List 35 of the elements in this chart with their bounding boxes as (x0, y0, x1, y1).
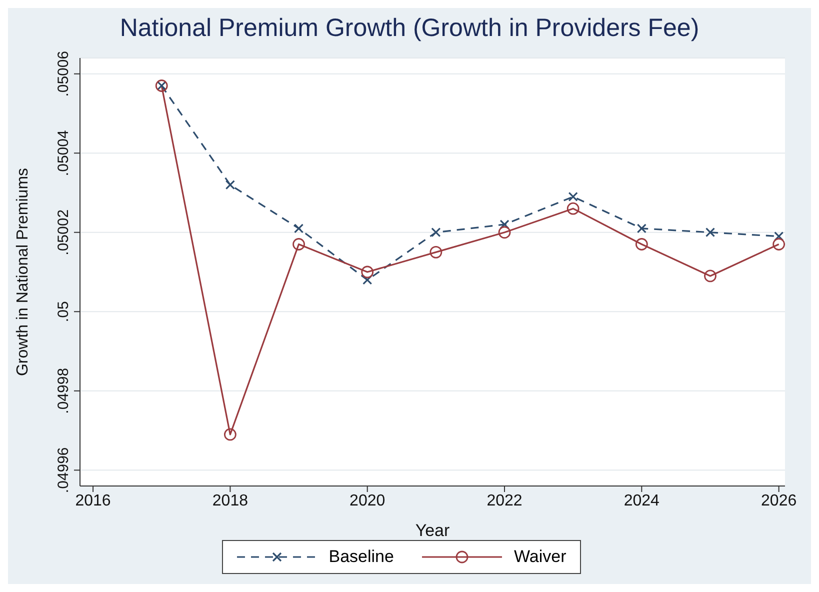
point (498, 226, 511, 239)
point (568, 192, 578, 202)
y-tick-label: .05004 (55, 130, 72, 176)
y-tick-label: .04996 (55, 447, 72, 494)
point (224, 428, 236, 441)
point (362, 275, 372, 285)
point (225, 180, 235, 190)
point (774, 232, 784, 242)
point (705, 228, 716, 238)
point (430, 246, 442, 258)
x-tick-label: 2026 (761, 492, 797, 510)
x-tick-label: 2022 (486, 492, 522, 510)
point (431, 228, 441, 238)
x-tick-label: 2020 (350, 492, 386, 510)
x-tick-label: 2018 (212, 492, 248, 510)
y-tick-label: .05 (55, 301, 72, 322)
point (500, 220, 510, 230)
x-axis-title: Year (415, 521, 450, 540)
point (704, 270, 716, 282)
x-tick-label: 2024 (624, 492, 660, 510)
point (635, 238, 648, 250)
y-tick-label: .05002 (55, 209, 72, 256)
point (566, 202, 580, 215)
legend-label: Waiver (514, 547, 566, 567)
y-tick-label: .05006 (55, 50, 72, 97)
point (294, 224, 304, 234)
point (361, 266, 374, 278)
chart-title: National Premium Growth (Growth in Providers Fee) (118, 13, 700, 42)
x-tick-label: 2016 (75, 492, 111, 510)
y-tick-label: .04998 (55, 368, 72, 414)
y-axis-title: Growth in National Premiums (14, 168, 32, 376)
point (292, 238, 305, 250)
point (772, 238, 785, 250)
point (636, 224, 646, 234)
legend-label: Baseline (328, 547, 394, 567)
